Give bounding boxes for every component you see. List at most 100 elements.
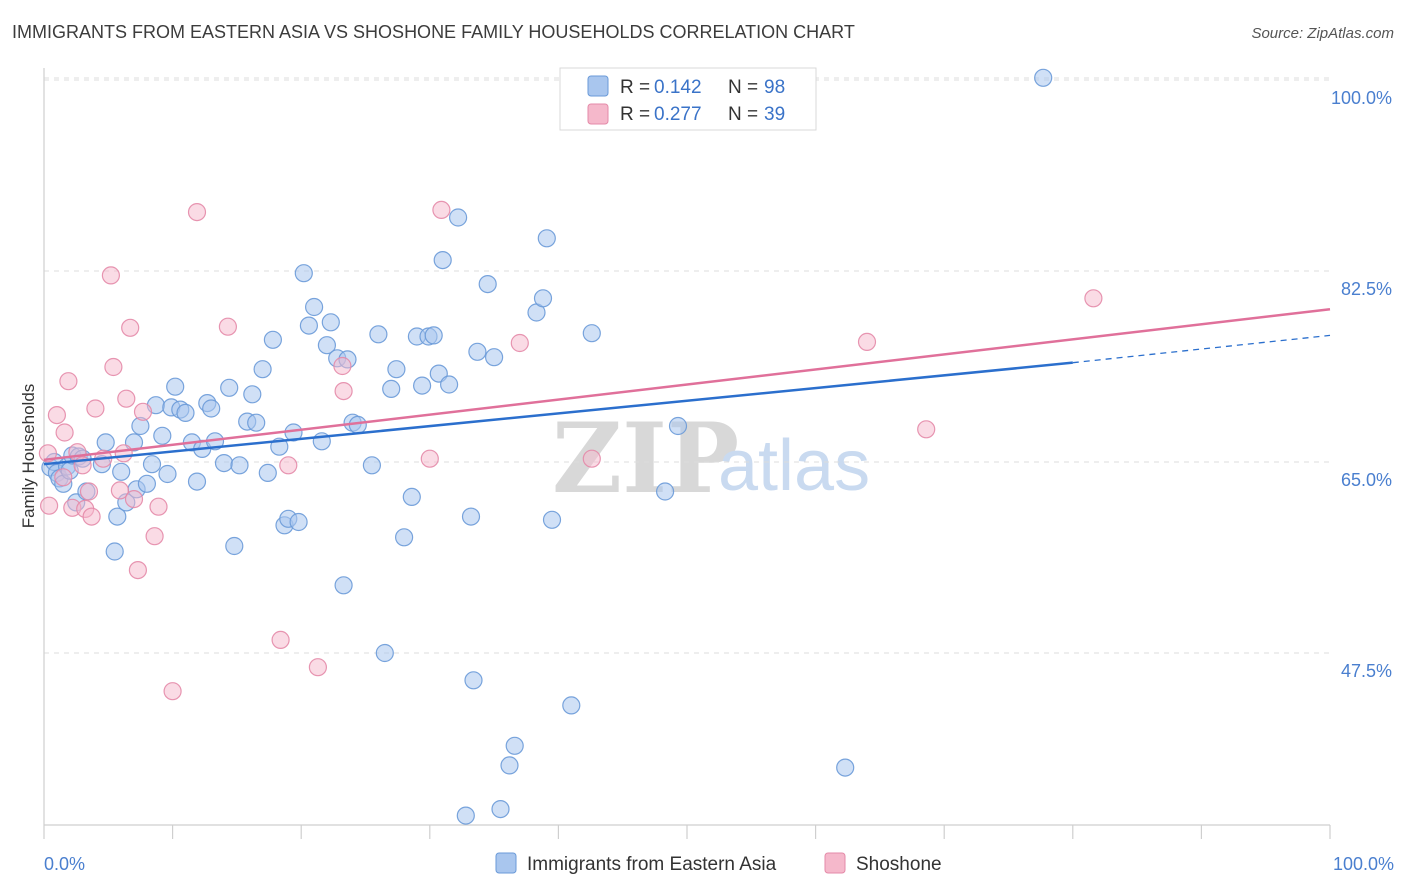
point-shoshone-18 xyxy=(117,389,136,408)
point-eastern-asia-14 xyxy=(105,542,124,561)
point-shoshone-35 xyxy=(510,333,529,353)
y-tick-label-2: 65.0% xyxy=(1341,470,1392,490)
point-eastern-asia-95 xyxy=(1034,68,1053,87)
point-eastern-asia-56 xyxy=(321,313,340,332)
point-eastern-asia-25 xyxy=(158,464,177,484)
point-shoshone-37 xyxy=(857,332,877,351)
point-eastern-asia-62 xyxy=(362,456,381,475)
legend-r-label-2: R = xyxy=(620,104,650,125)
x-tick-label-max: 100.0% xyxy=(1333,854,1394,874)
point-eastern-asia-89 xyxy=(542,510,562,529)
point-shoshone-23 xyxy=(145,527,164,546)
point-eastern-asia-53 xyxy=(305,297,324,317)
legend-n-label-1: N = xyxy=(728,77,758,98)
chart-title: IMMIGRANTS FROM EASTERN ASIA VS SHOSHONE… xyxy=(12,22,855,42)
point-eastern-asia-77 xyxy=(456,806,475,825)
trend-line-eastern-asia xyxy=(43,361,1073,466)
point-shoshone-25 xyxy=(163,682,182,701)
point-shoshone-36 xyxy=(582,449,601,468)
point-shoshone-17 xyxy=(114,444,133,463)
point-eastern-asia-85 xyxy=(505,736,524,755)
point-eastern-asia-82 xyxy=(485,348,504,367)
point-eastern-asia-80 xyxy=(468,342,487,361)
point-shoshone-27 xyxy=(218,317,237,336)
point-eastern-asia-93 xyxy=(668,416,688,436)
y-tick-label-3: 47.5% xyxy=(1341,661,1392,681)
point-shoshone-38 xyxy=(917,420,936,439)
series-legend: Immigrants from Eastern Asia Shoshone xyxy=(495,852,942,875)
point-shoshone-19 xyxy=(121,318,140,337)
point-eastern-asia-34 xyxy=(202,399,221,418)
point-eastern-asia-75 xyxy=(440,375,459,394)
point-shoshone-11 xyxy=(82,507,101,526)
point-eastern-asia-13 xyxy=(96,433,115,452)
trend-line-eastern-asia-extension xyxy=(1072,334,1331,364)
legend-r-value-1: 0.142 xyxy=(654,77,702,98)
point-eastern-asia-65 xyxy=(382,379,401,398)
legend-r-label-1: R = xyxy=(620,77,650,98)
point-eastern-asia-43 xyxy=(253,360,272,379)
point-eastern-asia-74 xyxy=(433,251,452,270)
point-shoshone-39 xyxy=(1084,289,1103,308)
point-eastern-asia-72 xyxy=(424,326,443,345)
point-eastern-asia-38 xyxy=(225,536,244,556)
legend-swatch-shoshone xyxy=(587,103,609,125)
point-eastern-asia-55 xyxy=(317,336,336,355)
point-eastern-asia-41 xyxy=(243,385,262,404)
point-shoshone-3 xyxy=(54,468,73,487)
y-axis-label: Family Households xyxy=(19,384,38,529)
scatter-points xyxy=(38,68,1103,825)
point-shoshone-10 xyxy=(79,482,99,501)
point-eastern-asia-79 xyxy=(464,671,483,690)
point-eastern-asia-16 xyxy=(112,462,131,481)
point-eastern-asia-37 xyxy=(220,378,239,397)
point-shoshone-29 xyxy=(279,456,298,475)
point-shoshone-15 xyxy=(104,357,123,377)
point-shoshone-16 xyxy=(110,481,130,500)
y-tick-label-0: 100.0% xyxy=(1331,88,1392,108)
point-eastern-asia-87 xyxy=(533,289,553,308)
point-eastern-asia-81 xyxy=(478,275,497,294)
series-legend-label-eastern-asia: Immigrants from Eastern Asia xyxy=(527,854,777,875)
point-eastern-asia-52 xyxy=(299,316,318,335)
point-eastern-asia-36 xyxy=(214,454,234,473)
legend-swatch-eastern-asia xyxy=(587,75,609,97)
point-eastern-asia-76 xyxy=(449,208,468,227)
watermark-zip: ZIP xyxy=(552,402,739,515)
point-eastern-asia-68 xyxy=(402,487,421,506)
series-legend-swatch-eastern-asia xyxy=(495,852,517,874)
point-eastern-asia-70 xyxy=(413,376,432,395)
point-eastern-asia-21 xyxy=(137,474,156,493)
y-tick-label-1: 82.5% xyxy=(1341,279,1392,299)
trend-lines xyxy=(43,307,1331,466)
point-eastern-asia-39 xyxy=(230,456,249,475)
point-eastern-asia-58 xyxy=(334,576,353,595)
x-tick-label-min: 0.0% xyxy=(44,854,85,874)
point-shoshone-21 xyxy=(128,560,147,580)
point-shoshone-26 xyxy=(187,203,207,222)
y-tick-labels: 100.0% 82.5% 65.0% 47.5% xyxy=(1331,88,1392,681)
point-eastern-asia-84 xyxy=(500,756,519,775)
point-eastern-asia-29 xyxy=(176,403,195,422)
point-shoshone-12 xyxy=(86,399,105,418)
point-eastern-asia-15 xyxy=(108,507,127,526)
legend-n-label-2: N = xyxy=(728,104,758,125)
point-eastern-asia-64 xyxy=(375,643,394,663)
legend-r-value-2: 0.277 xyxy=(654,104,702,125)
point-eastern-asia-66 xyxy=(387,360,406,379)
point-shoshone-2 xyxy=(47,406,67,425)
legend-n-value-2: 39 xyxy=(764,104,785,125)
point-shoshone-31 xyxy=(333,356,352,376)
point-shoshone-4 xyxy=(55,423,74,442)
point-eastern-asia-91 xyxy=(582,324,601,343)
point-eastern-asia-50 xyxy=(289,512,308,532)
series-legend-label-shoshone: Shoshone xyxy=(856,854,942,875)
point-shoshone-34 xyxy=(432,200,451,219)
point-shoshone-24 xyxy=(149,497,168,516)
point-shoshone-28 xyxy=(271,630,290,650)
point-eastern-asia-44 xyxy=(258,463,277,482)
point-shoshone-22 xyxy=(133,402,153,421)
chart-source: Source: ZipAtlas.com xyxy=(1251,25,1394,42)
point-eastern-asia-92 xyxy=(655,482,675,501)
